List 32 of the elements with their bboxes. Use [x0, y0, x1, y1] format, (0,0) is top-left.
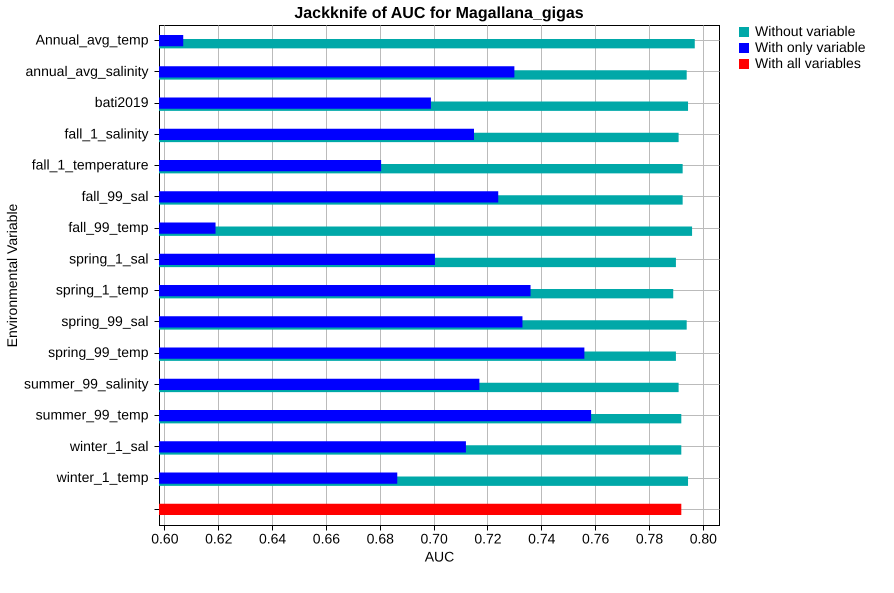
x-tick-label: 0.66: [312, 530, 340, 546]
y-tick-label: summer_99_temp: [36, 406, 149, 423]
y-tick-label: fall_1_temperature: [32, 156, 149, 173]
y-axis-title: Environmental Variable: [4, 203, 20, 348]
x-tick-label: 0.62: [205, 530, 233, 546]
x-tick-label: 0.60: [151, 530, 179, 546]
x-tick-label: 0.76: [582, 530, 610, 546]
x-tick-label: 0.68: [366, 530, 394, 546]
y-tick-label: bati2019: [94, 94, 149, 110]
y-tick-label: spring_1_temp: [56, 282, 149, 298]
legend-label: With all variables: [755, 55, 861, 71]
x-tick-label: 0.74: [528, 530, 556, 546]
x-tick-label: 0.80: [690, 530, 718, 546]
y-tick-label: annual_avg_salinity: [26, 62, 148, 79]
chart-title: Jackknife of AUC for Magallana_gigas: [294, 5, 584, 22]
y-tick-label: winter_1_temp: [56, 469, 149, 486]
y-tick-label: spring_99_temp: [48, 344, 149, 360]
legend-label: Without variable: [755, 23, 856, 39]
x-tick-label: 0.70: [420, 530, 448, 546]
legend-label: With only variable: [755, 39, 866, 55]
y-tick-label: spring_99_sal: [61, 312, 148, 329]
x-tick-label: 0.78: [636, 530, 664, 546]
y-tick-label: fall_99_sal: [82, 188, 148, 204]
y-tick-label: fall_1_salinity: [64, 125, 148, 142]
y-tick-label: summer_99_salinity: [24, 375, 148, 392]
y-tick-label: spring_1_sal: [69, 250, 148, 266]
y-tick-label: fall_99_temp: [68, 219, 149, 236]
y-tick-label: Annual_avg_temp: [36, 32, 149, 48]
x-tick-label: 0.64: [258, 530, 286, 546]
y-tick-label: winter_1_sal: [68, 438, 148, 454]
x-tick-label: 0.72: [474, 530, 502, 546]
x-axis-title: AUC: [424, 548, 454, 564]
